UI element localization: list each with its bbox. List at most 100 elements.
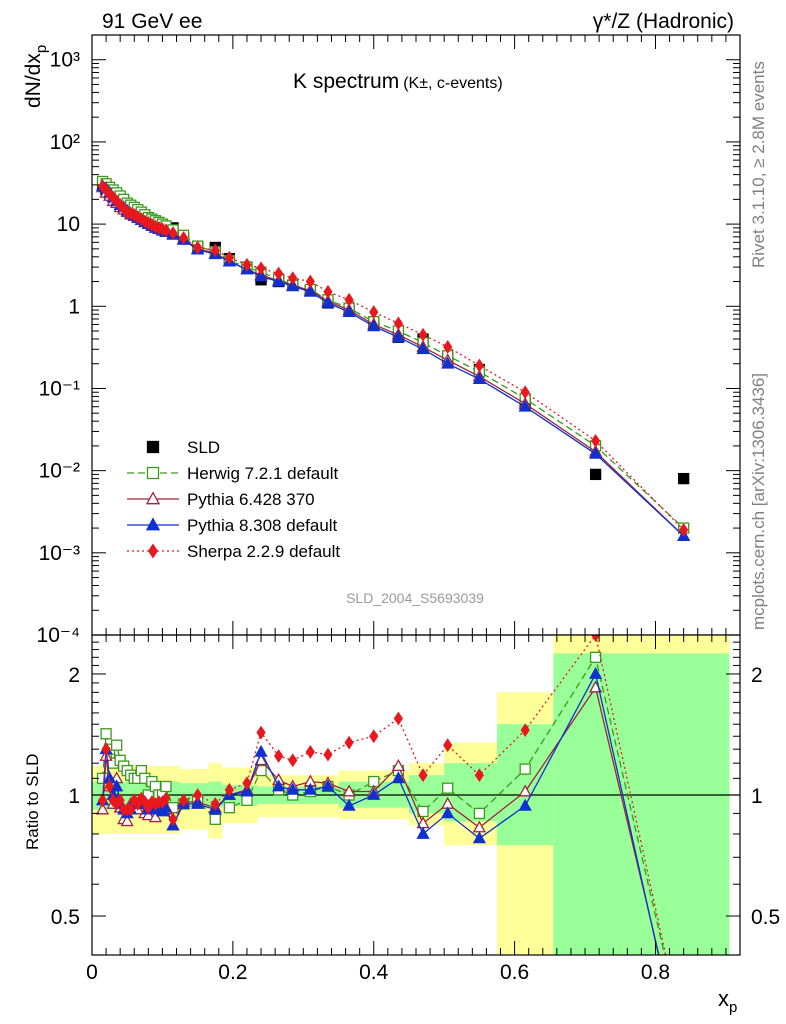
main-y-tick-label: 10⁻³ bbox=[39, 542, 80, 565]
ratio-data-point bbox=[160, 780, 172, 793]
data-point bbox=[443, 340, 453, 354]
ratio-data-point bbox=[369, 729, 379, 744]
ratio-data-point bbox=[242, 776, 252, 791]
ratio-data-point bbox=[391, 758, 405, 771]
legend-entry-sld: SLD bbox=[146, 438, 220, 457]
main-plot-panel: 10⁻⁴ 10⁻³ 10⁻² 10⁻¹ 1 10 10² 10³ K spectrum (K±,… bbox=[22, 34, 741, 647]
series-line bbox=[102, 180, 685, 529]
ratio-data-point bbox=[589, 651, 602, 663]
legend-entry-herwig-7-2-1-default: Herwig 7.2.1 default bbox=[127, 464, 338, 483]
ratio-data-point bbox=[254, 744, 268, 757]
ratio-data-point bbox=[191, 796, 205, 809]
data-point bbox=[589, 446, 603, 459]
ratio-data-point bbox=[473, 807, 486, 820]
mcplots-label: mcplots.cern.ch [arXiv:1306.3436] bbox=[749, 373, 768, 630]
data-point bbox=[193, 240, 203, 255]
x-tick-label: 0 bbox=[86, 961, 98, 984]
ratio-data-point bbox=[391, 771, 405, 784]
legend: SLD Herwig 7.2.1 default Pythia 6.428 370 P… bbox=[127, 438, 340, 561]
data-point bbox=[254, 269, 268, 282]
legend-marker bbox=[147, 543, 159, 559]
ratio-data-point bbox=[223, 802, 235, 814]
main-y-axis-title: dN/dxp bbox=[22, 45, 50, 108]
series-line bbox=[102, 185, 685, 537]
ratio-data-point bbox=[161, 791, 171, 806]
data-point bbox=[256, 261, 266, 276]
legend-label: SLD bbox=[187, 438, 220, 457]
ratio-data-point bbox=[105, 779, 115, 794]
data-point bbox=[272, 274, 286, 287]
main-y-tick-label: 1 bbox=[68, 295, 80, 318]
ratio-data-point bbox=[101, 742, 111, 757]
data-point bbox=[305, 274, 315, 289]
data-point bbox=[589, 468, 602, 481]
ratio-data-point bbox=[323, 747, 333, 762]
ratio-data-point bbox=[111, 739, 123, 751]
main-y-tick-label: 10⁻⁴ bbox=[37, 624, 80, 647]
data-point bbox=[391, 330, 405, 343]
data-point bbox=[520, 385, 530, 400]
ratio-data-point bbox=[288, 753, 298, 768]
data-point bbox=[342, 304, 356, 317]
ratio-data-point bbox=[472, 831, 486, 844]
ratio-data-point bbox=[519, 763, 531, 775]
ratio-data-point bbox=[178, 793, 189, 808]
data-point bbox=[210, 243, 220, 258]
ratio-data-point bbox=[241, 794, 253, 806]
data-point bbox=[178, 230, 189, 245]
legend-marker bbox=[146, 440, 160, 454]
ratio-data-point bbox=[256, 725, 266, 740]
legend-entry-pythia-6-428-370: Pythia 6.428 370 bbox=[127, 490, 315, 509]
ratio-data-point bbox=[442, 782, 454, 794]
rivet-version-label: Rivet 3.1.10, ≥ 2.8M events bbox=[749, 61, 768, 268]
data-point bbox=[323, 284, 333, 299]
ratio-data-point bbox=[591, 635, 601, 642]
x-tick-label: 0.2 bbox=[218, 961, 247, 984]
data-point bbox=[393, 316, 403, 331]
data-point bbox=[288, 271, 298, 286]
legend-label: Pythia 8.308 default bbox=[187, 516, 338, 535]
ratio-data-point bbox=[416, 826, 430, 839]
data-point bbox=[286, 279, 300, 292]
x-axis-title: xp bbox=[718, 986, 737, 1016]
ratio-data-point bbox=[443, 738, 453, 753]
ratio-data-point bbox=[342, 784, 356, 797]
ratio-data-point bbox=[393, 711, 403, 726]
legend-marker bbox=[145, 517, 161, 531]
data-point bbox=[472, 371, 486, 384]
series-sherpa-2-2-9-default bbox=[97, 179, 689, 537]
analysis-id-label: SLD_2004_S5693039 bbox=[346, 590, 484, 606]
main-y-tick-label: 10⁻² bbox=[39, 460, 80, 483]
ratio-data-point bbox=[474, 768, 484, 783]
ratio-data-point bbox=[115, 793, 125, 808]
data-point bbox=[224, 250, 234, 265]
ratio-data-point bbox=[120, 814, 134, 827]
ratio-data-point bbox=[272, 779, 286, 792]
ratio-data-point bbox=[286, 782, 300, 795]
data-point bbox=[441, 356, 455, 369]
ratio-data-point bbox=[148, 810, 162, 823]
legend-marker bbox=[145, 491, 161, 505]
process-label: γ*/Z (Hadronic) bbox=[593, 10, 734, 33]
legend-label: Pythia 6.428 370 bbox=[187, 490, 315, 509]
x-tick-label: 0.8 bbox=[641, 961, 670, 984]
stat-uncertainty-band bbox=[553, 653, 730, 955]
legend-marker bbox=[146, 466, 160, 480]
ratio-y-tick-label: 0.5 bbox=[51, 906, 80, 929]
data-point bbox=[344, 292, 354, 307]
ratio-data-point bbox=[441, 806, 455, 819]
main-y-tick-label: 10 bbox=[57, 213, 80, 236]
ratio-data-point bbox=[305, 744, 315, 759]
ratio-y-tick-label-right: 2 bbox=[751, 664, 763, 687]
ratio-data-point bbox=[344, 735, 354, 750]
ratio-data-point bbox=[193, 788, 203, 802]
ratio-data-point bbox=[342, 798, 356, 811]
data-point bbox=[168, 226, 178, 240]
ratio-data-point bbox=[518, 784, 532, 797]
ratio-data-point bbox=[141, 808, 155, 821]
legend-label: Sherpa 2.2.9 default bbox=[187, 542, 340, 561]
x-tick-label: 0.4 bbox=[359, 961, 389, 984]
data-point bbox=[416, 342, 430, 355]
ratio-data-point bbox=[224, 782, 234, 797]
